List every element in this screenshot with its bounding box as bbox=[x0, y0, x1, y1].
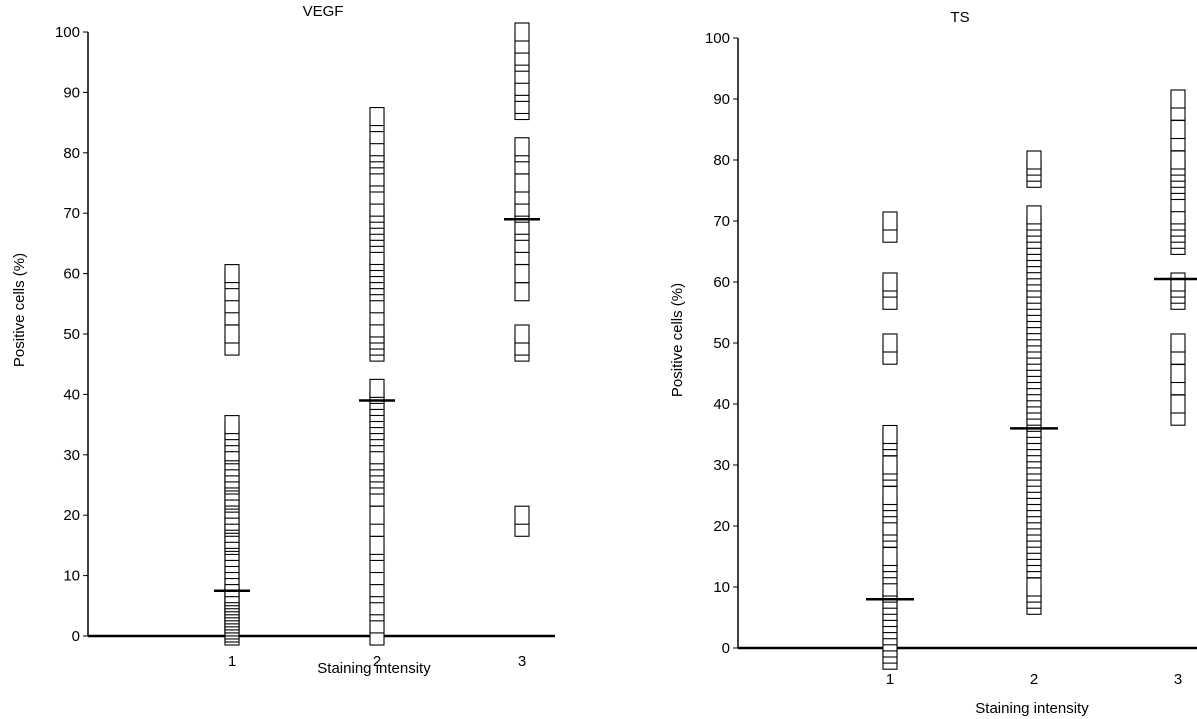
chart-title: VEGF bbox=[303, 3, 344, 20]
data-point bbox=[1170, 150, 1186, 170]
y-tick-label: 20 bbox=[63, 507, 80, 524]
vegf-chart-panel: VEGF Positive cells (%) Staining intensi… bbox=[11, 3, 555, 677]
y-tick-label: 0 bbox=[72, 628, 80, 645]
data-point bbox=[882, 546, 898, 567]
y-tick-label: 30 bbox=[63, 447, 80, 464]
data-point bbox=[369, 505, 385, 525]
x-tick-label: 1 bbox=[886, 671, 894, 688]
x-tick-label: 1 bbox=[228, 653, 236, 670]
data-point bbox=[1026, 577, 1042, 597]
data-point bbox=[1170, 272, 1186, 292]
y-tick-label: 80 bbox=[713, 152, 730, 169]
y-tick-label: 60 bbox=[63, 266, 80, 283]
y-tick-label: 40 bbox=[63, 386, 80, 403]
x-axis-label: Staining intensity bbox=[317, 660, 431, 677]
data-point bbox=[514, 264, 530, 284]
data-point bbox=[882, 333, 898, 353]
y-tick-label: 10 bbox=[63, 568, 80, 585]
data-point bbox=[369, 107, 385, 127]
data-point bbox=[224, 324, 240, 344]
y-tick-label: 80 bbox=[63, 145, 80, 162]
data-point bbox=[1170, 394, 1186, 414]
y-axis-label: Positive cells (%) bbox=[11, 253, 28, 367]
y-tick-label: 90 bbox=[713, 91, 730, 108]
y-tick-label: 100 bbox=[55, 24, 80, 41]
data-point bbox=[882, 455, 898, 475]
y-tick-label: 20 bbox=[713, 518, 730, 535]
y-tick-label: 10 bbox=[713, 579, 730, 596]
data-point bbox=[1026, 150, 1042, 170]
data-point bbox=[514, 282, 530, 302]
y-tick-label: 70 bbox=[713, 213, 730, 230]
data-point bbox=[882, 485, 898, 506]
data-point bbox=[224, 415, 240, 435]
x-tick-label: 3 bbox=[518, 653, 526, 670]
y-tick-label: 50 bbox=[713, 335, 730, 352]
data-point bbox=[514, 173, 530, 193]
y-tick-label: 60 bbox=[713, 274, 730, 291]
x-tick-label: 2 bbox=[1030, 671, 1038, 688]
data-point bbox=[882, 272, 898, 292]
data-point bbox=[514, 137, 530, 157]
x-tick-label: 3 bbox=[1174, 671, 1182, 688]
data-point bbox=[1170, 89, 1186, 109]
data-point bbox=[1170, 119, 1186, 140]
data-point bbox=[369, 535, 385, 555]
ts-chart-panel: TS Positive cells (%) Staining intensity… bbox=[669, 9, 1197, 717]
x-axis-label: Staining intensity bbox=[975, 700, 1089, 717]
data-point bbox=[369, 378, 385, 398]
y-tick-label: 100 bbox=[705, 30, 730, 47]
data-point bbox=[514, 505, 530, 525]
y-tick-label: 70 bbox=[63, 205, 80, 222]
data-point bbox=[882, 424, 898, 445]
data-point bbox=[224, 264, 240, 284]
x-tick-label: 2 bbox=[373, 653, 381, 670]
data-point bbox=[882, 211, 898, 231]
y-tick-label: 50 bbox=[63, 326, 80, 343]
data-point bbox=[1170, 363, 1186, 384]
y-tick-label: 40 bbox=[713, 396, 730, 413]
y-tick-label: 90 bbox=[63, 84, 80, 101]
data-point bbox=[514, 324, 530, 344]
chart-title: TS bbox=[950, 9, 969, 26]
data-point bbox=[514, 22, 530, 42]
y-tick-label: 0 bbox=[722, 640, 730, 657]
y-tick-label: 30 bbox=[713, 457, 730, 474]
data-point bbox=[1026, 205, 1042, 225]
data-point bbox=[1170, 333, 1186, 353]
y-axis-label: Positive cells (%) bbox=[669, 283, 686, 397]
